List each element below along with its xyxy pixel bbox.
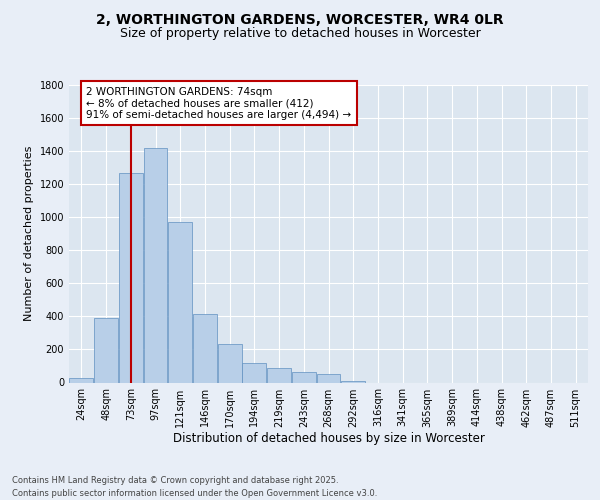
Text: 2 WORTHINGTON GARDENS: 74sqm
← 8% of detached houses are smaller (412)
91% of se: 2 WORTHINGTON GARDENS: 74sqm ← 8% of det… — [86, 86, 352, 120]
Text: Contains HM Land Registry data © Crown copyright and database right 2025.
Contai: Contains HM Land Registry data © Crown c… — [12, 476, 377, 498]
Bar — [193, 314, 217, 382]
X-axis label: Distribution of detached houses by size in Worcester: Distribution of detached houses by size … — [173, 432, 484, 446]
Bar — [292, 372, 316, 382]
Bar — [168, 222, 192, 382]
Bar — [267, 368, 291, 382]
Bar — [242, 364, 266, 382]
Bar — [94, 318, 118, 382]
Bar — [317, 374, 340, 382]
Bar — [341, 381, 365, 382]
Text: 2, WORTHINGTON GARDENS, WORCESTER, WR4 0LR: 2, WORTHINGTON GARDENS, WORCESTER, WR4 0… — [96, 12, 504, 26]
Bar — [70, 378, 94, 382]
Bar — [218, 344, 242, 382]
Y-axis label: Number of detached properties: Number of detached properties — [24, 146, 34, 322]
Text: Size of property relative to detached houses in Worcester: Size of property relative to detached ho… — [119, 28, 481, 40]
Bar — [119, 172, 143, 382]
Bar — [143, 148, 167, 382]
